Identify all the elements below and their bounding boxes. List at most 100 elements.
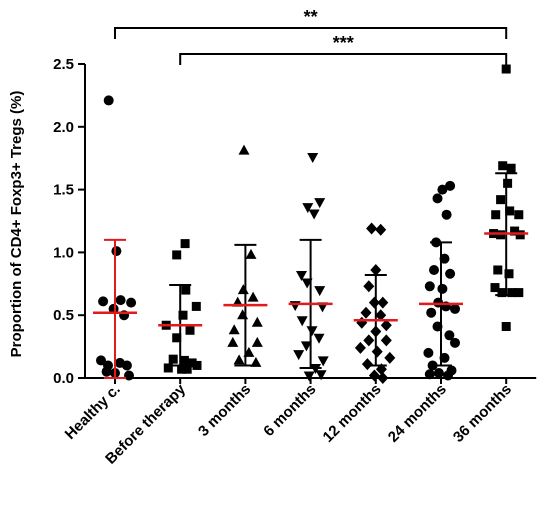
data-point bbox=[491, 210, 501, 220]
data-point bbox=[445, 268, 456, 279]
data-point bbox=[126, 297, 137, 308]
data-point bbox=[498, 161, 508, 171]
data-point bbox=[227, 336, 239, 347]
data-point bbox=[496, 195, 506, 205]
data-point bbox=[307, 152, 319, 163]
significance-label: ** bbox=[304, 7, 318, 27]
data-point bbox=[496, 230, 506, 240]
data-point bbox=[371, 345, 383, 358]
data-point bbox=[250, 356, 262, 367]
data-point bbox=[98, 296, 109, 307]
data-point bbox=[501, 322, 511, 332]
data-point bbox=[515, 230, 525, 240]
data-point bbox=[445, 180, 456, 191]
data-point bbox=[504, 269, 514, 279]
data-point bbox=[237, 309, 249, 320]
data-point bbox=[375, 223, 387, 236]
y-tick-label: 0.0 bbox=[53, 370, 74, 387]
data-point bbox=[228, 324, 240, 335]
data-point bbox=[432, 193, 443, 204]
x-tick-label: 24 months bbox=[385, 381, 450, 446]
data-point bbox=[490, 283, 500, 293]
group-3-months bbox=[223, 144, 268, 367]
y-tick-label: 2.0 bbox=[53, 119, 74, 136]
data-point bbox=[251, 336, 263, 347]
group-6-months bbox=[288, 152, 333, 382]
data-point bbox=[111, 246, 122, 257]
data-point bbox=[192, 360, 202, 370]
y-tick-label: 0.5 bbox=[53, 307, 74, 324]
data-point bbox=[306, 326, 318, 337]
data-point bbox=[424, 369, 435, 380]
data-point bbox=[426, 307, 437, 318]
data-point bbox=[377, 296, 389, 309]
data-point bbox=[380, 334, 392, 347]
data-point bbox=[247, 291, 259, 302]
data-point bbox=[251, 316, 263, 327]
data-point bbox=[245, 248, 257, 259]
data-point bbox=[514, 288, 524, 298]
data-point bbox=[437, 283, 448, 294]
data-point bbox=[317, 356, 329, 367]
data-point bbox=[124, 370, 134, 381]
data-point bbox=[510, 226, 520, 236]
x-tick-label: 6 months bbox=[260, 381, 319, 440]
data-point bbox=[450, 337, 460, 348]
data-point bbox=[178, 310, 188, 320]
data-point bbox=[437, 184, 448, 195]
y-tick-label: 2.5 bbox=[53, 56, 74, 73]
data-point bbox=[375, 309, 387, 322]
data-point bbox=[182, 364, 192, 374]
data-point bbox=[303, 371, 315, 382]
data-point bbox=[361, 358, 373, 371]
data-point bbox=[181, 285, 191, 295]
x-tick-label: 12 months bbox=[320, 381, 385, 446]
group-healthy-c- bbox=[93, 95, 137, 381]
x-tick-label: Healthy c. bbox=[62, 381, 124, 443]
data-point bbox=[377, 372, 389, 384]
data-point bbox=[302, 203, 314, 214]
data-point bbox=[505, 206, 515, 216]
data-point bbox=[177, 364, 187, 374]
data-point bbox=[507, 288, 517, 298]
data-point bbox=[187, 358, 197, 368]
data-point bbox=[296, 271, 307, 282]
y-tick-label: 1.0 bbox=[53, 244, 74, 261]
data-point bbox=[233, 354, 245, 365]
group-36-months bbox=[484, 64, 529, 332]
data-point bbox=[370, 263, 382, 276]
y-tick-label: 1.5 bbox=[53, 182, 74, 199]
data-point bbox=[443, 370, 453, 381]
data-point bbox=[433, 367, 444, 378]
data-point bbox=[313, 333, 325, 344]
data-point bbox=[368, 296, 380, 309]
data-point bbox=[238, 144, 250, 155]
data-point bbox=[360, 306, 372, 319]
data-point bbox=[163, 363, 173, 373]
significance-bracket: *** bbox=[179, 33, 508, 65]
data-point bbox=[293, 350, 305, 361]
data-point bbox=[314, 286, 326, 297]
data-point bbox=[354, 341, 366, 354]
data-point bbox=[191, 301, 201, 311]
data-point bbox=[300, 341, 312, 352]
data-point bbox=[185, 325, 195, 335]
group-12-months bbox=[353, 222, 398, 384]
data-point bbox=[356, 316, 368, 329]
data-point bbox=[441, 209, 452, 220]
data-point bbox=[506, 163, 516, 173]
data-point bbox=[308, 209, 320, 220]
bracket-line bbox=[114, 27, 508, 39]
data-point bbox=[503, 178, 513, 188]
data-point bbox=[179, 355, 189, 365]
data-point bbox=[366, 222, 378, 235]
data-point bbox=[368, 369, 380, 382]
data-point bbox=[101, 366, 112, 377]
data-point bbox=[429, 264, 439, 275]
bracket-line bbox=[179, 53, 508, 65]
group-before-therapy bbox=[158, 239, 203, 374]
data-point bbox=[514, 210, 524, 220]
data-point bbox=[315, 370, 327, 381]
